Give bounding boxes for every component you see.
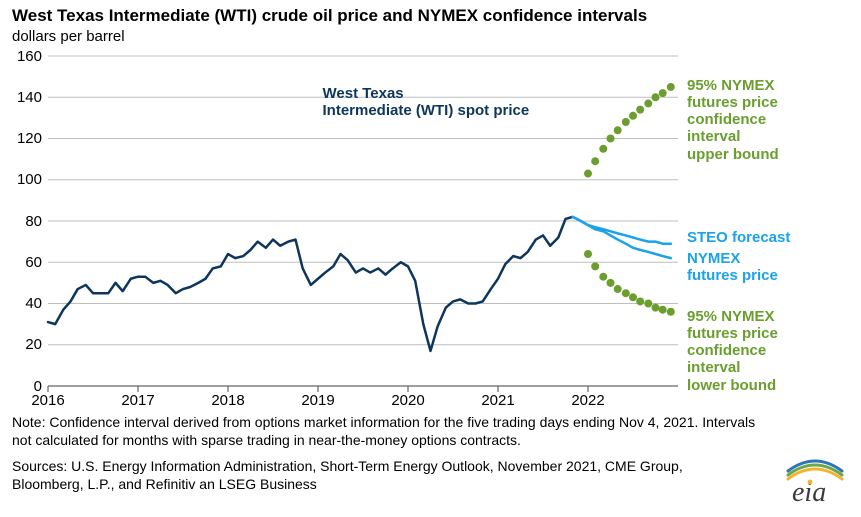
chart-note: Note: Confidence interval derived from o… (12, 414, 772, 449)
y-tick-label: 40 (8, 295, 42, 312)
chart-container: West Texas Intermediate (WTI) crude oil … (0, 0, 861, 517)
chart-sources: Sources: U.S. Energy Information Adminis… (12, 458, 712, 493)
label-wti: West Texas Intermediate (WTI) spot price (323, 85, 530, 120)
x-tick-label: 2018 (203, 392, 253, 409)
y-tick-label: 160 (8, 48, 42, 65)
y-tick-label: 120 (8, 130, 42, 147)
chart-title: West Texas Intermediate (WTI) crude oil … (12, 6, 647, 26)
x-tick-label: 2019 (293, 392, 343, 409)
y-tick-label: 140 (8, 89, 42, 106)
label-steo: STEO forecast (687, 229, 790, 246)
chart-subtitle: dollars per barrel (12, 28, 125, 45)
x-tick-label: 2016 (23, 392, 73, 409)
y-tick-label: 20 (8, 336, 42, 353)
label-nymex: NYMEX futures price (687, 250, 778, 285)
label-upper: 95% NYMEX futures price confidence inter… (687, 77, 779, 163)
x-tick-label: 2020 (383, 392, 433, 409)
y-tick-label: 100 (8, 171, 42, 188)
x-tick-label: 2021 (473, 392, 523, 409)
x-tick-label: 2022 (563, 392, 613, 409)
eia-logo: eia (780, 455, 850, 510)
x-tick-label: 2017 (113, 392, 163, 409)
label-lower: 95% NYMEX futures price confidence inter… (687, 308, 778, 394)
y-tick-label: 60 (8, 254, 42, 271)
y-tick-label: 80 (8, 213, 42, 230)
